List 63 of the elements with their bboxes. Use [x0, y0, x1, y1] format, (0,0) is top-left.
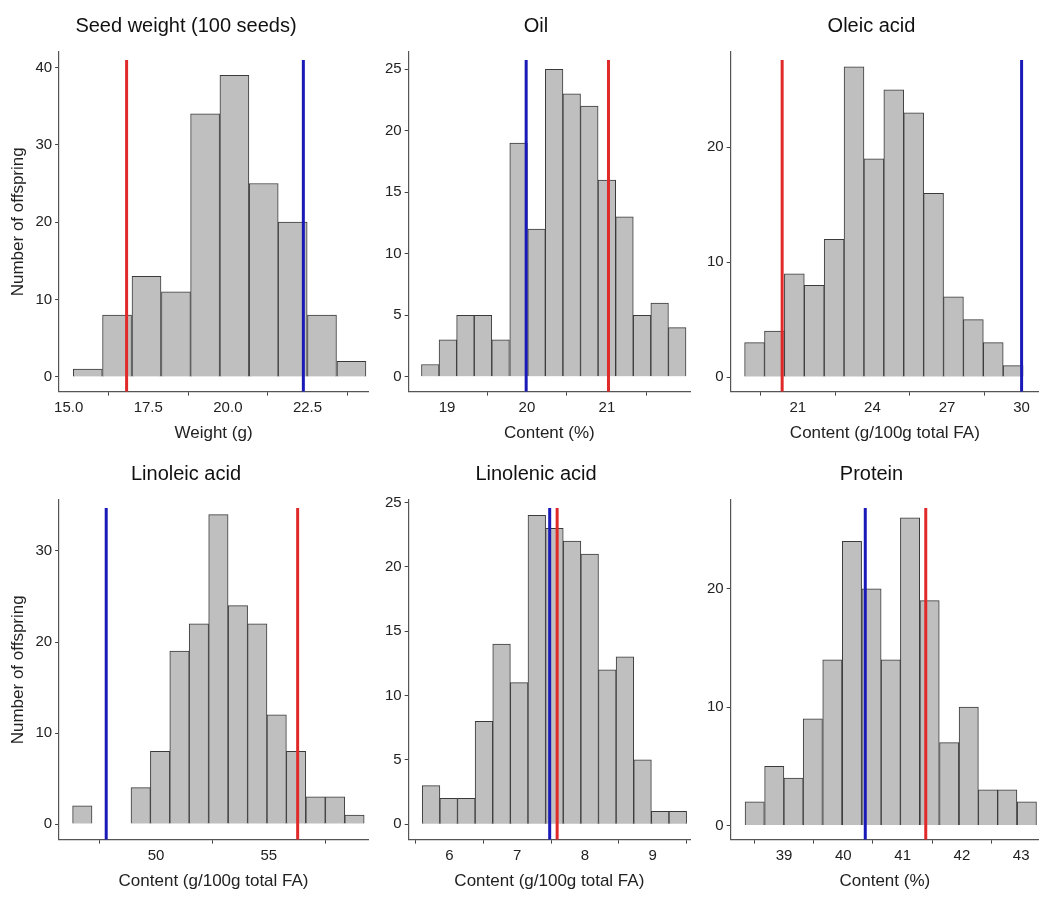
y-tick-label: 0 [43, 367, 53, 385]
x-tick-label: 17.5 [133, 397, 163, 415]
x-axis-title: Content (g/100g total FA) [789, 423, 980, 443]
y-tick-label: 20 [385, 557, 402, 575]
y-tick-label: 40 [35, 57, 53, 75]
x-tick-label: 27 [938, 397, 956, 415]
y-tick-label: 25 [385, 492, 402, 510]
chart-title: Protein [839, 461, 904, 484]
y-tick-label: 0 [43, 814, 53, 832]
y-tick-label: 25 [385, 59, 402, 77]
x-tick-label: 21 [598, 397, 616, 415]
y-tick-label: 20 [707, 578, 724, 596]
x-tick-label: 20 [518, 397, 536, 415]
chart-title: Oil [523, 13, 549, 36]
y-tick-label: 0 [715, 367, 724, 385]
x-axis-title: Content (%) [503, 423, 595, 443]
chart-title: Oleic acid [827, 13, 916, 36]
x-tick-label: 42 [953, 845, 971, 863]
chart-title: Seed weight (100 seeds) [75, 13, 297, 36]
x-tick-label: 19 [438, 397, 456, 415]
x-axis-title: Content (g/100g total FA) [118, 871, 309, 891]
y-tick-label: 20 [385, 120, 402, 138]
y-tick-label: 10 [385, 243, 402, 261]
x-tick-label: 41 [894, 845, 911, 863]
chart-title: Linoleic acid [130, 461, 242, 484]
x-tick-label: 39 [775, 845, 793, 863]
x-tick-label: 21 [789, 397, 807, 415]
x-axis-title: Content (g/100g total FA) [454, 871, 645, 891]
x-axis-title: Content (%) [839, 871, 931, 891]
y-axis-title: Number of offspring [7, 595, 27, 745]
y-tick-label: 10 [385, 685, 402, 703]
x-tick-label: 9 [648, 845, 657, 863]
x-tick-label: 30 [1013, 397, 1030, 415]
x-tick-label: 6 [445, 845, 454, 863]
x-tick-label: 8 [580, 845, 590, 863]
chart-title: Linolenic acid [475, 461, 597, 484]
y-tick-label: 15 [385, 182, 402, 200]
x-tick-label: 20.0 [213, 397, 243, 415]
y-tick-label: 30 [35, 134, 53, 152]
y-tick-label: 10 [35, 723, 53, 741]
x-tick-label: 15.0 [54, 397, 84, 415]
y-tick-label: 20 [707, 137, 724, 155]
y-tick-label: 30 [35, 541, 53, 559]
y-tick-label: 10 [35, 289, 53, 307]
x-tick-label: 40 [834, 845, 852, 863]
y-tick-label: 10 [707, 697, 724, 715]
y-tick-label: 5 [393, 749, 402, 767]
y-tick-label: 5 [393, 305, 402, 323]
y-tick-label: 20 [35, 212, 53, 230]
y-tick-label: 10 [707, 252, 724, 270]
x-tick-label: 55 [260, 845, 278, 863]
x-tick-label: 50 [147, 845, 165, 863]
y-tick-label: 20 [35, 632, 53, 650]
y-tick-label: 0 [715, 815, 724, 833]
x-tick-label: 43 [1012, 845, 1030, 863]
x-axis-title: Weight (g) [174, 423, 253, 443]
y-tick-label: 15 [385, 621, 402, 639]
x-tick-label: 24 [864, 397, 881, 415]
x-tick-label: 22.5 [292, 397, 323, 415]
y-tick-label: 0 [393, 366, 402, 384]
x-tick-label: 7 [512, 845, 522, 863]
y-tick-label: 0 [393, 814, 402, 832]
y-axis-title: Number of offspring [7, 147, 27, 297]
